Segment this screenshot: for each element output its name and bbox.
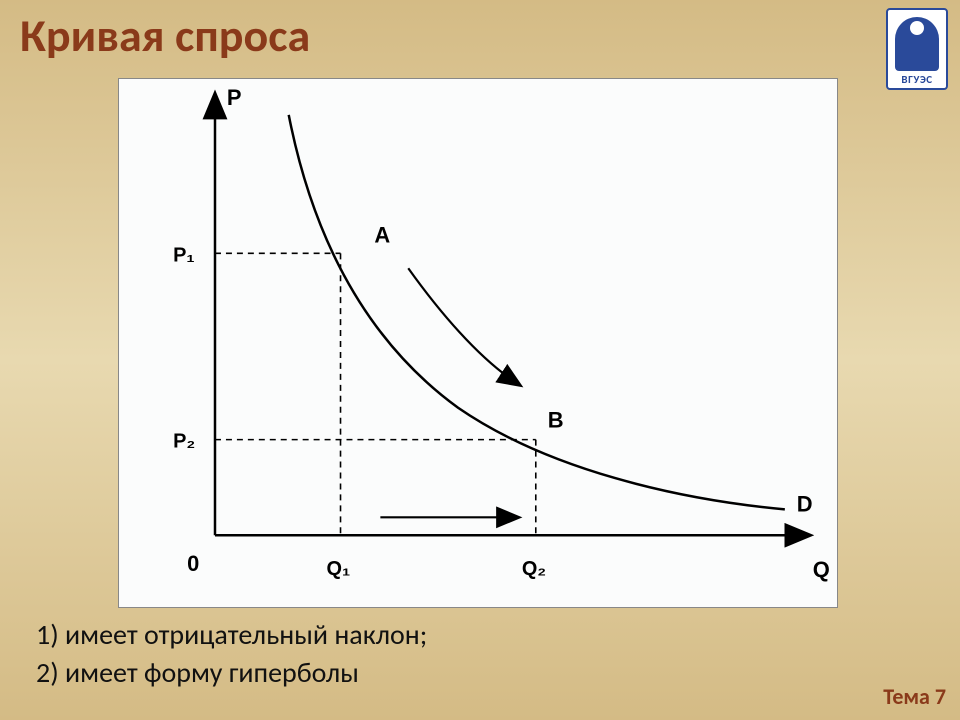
tick-label-q2: Q₂ (522, 558, 546, 580)
notes-block: 1) имеет отрицательный наклон; 2) имеет … (36, 616, 427, 692)
movement-arrow-curve (408, 268, 518, 384)
page-title: Кривая спроса (20, 8, 310, 64)
logo-text: ВГУЭС (901, 73, 932, 86)
tick-label-q1: Q₁ (327, 558, 351, 580)
tick-label-p2: P₂ (173, 431, 195, 453)
chart-svg: P Q 0 P₁ P₂ Q₁ Q₂ A B D (119, 79, 837, 607)
footer-topic: Тема 7 (883, 683, 946, 710)
point-label-a: A (374, 222, 390, 247)
tick-label-p1: P₁ (173, 244, 195, 266)
note-line-1: 1) имеет отрицательный наклон; (36, 616, 427, 654)
curve-label-d: D (797, 491, 813, 516)
note-line-2: 2) имеет форму гиперболы (36, 654, 427, 692)
demand-curve (289, 115, 785, 510)
logo-figure-icon (895, 17, 939, 71)
university-logo: ВГУЭС (886, 8, 948, 90)
point-label-b: B (548, 408, 564, 433)
y-axis-label: P (227, 85, 242, 110)
demand-curve-chart: P Q 0 P₁ P₂ Q₁ Q₂ A B D (118, 78, 838, 608)
origin-label: 0 (187, 551, 199, 576)
x-axis-label: Q (813, 557, 830, 582)
